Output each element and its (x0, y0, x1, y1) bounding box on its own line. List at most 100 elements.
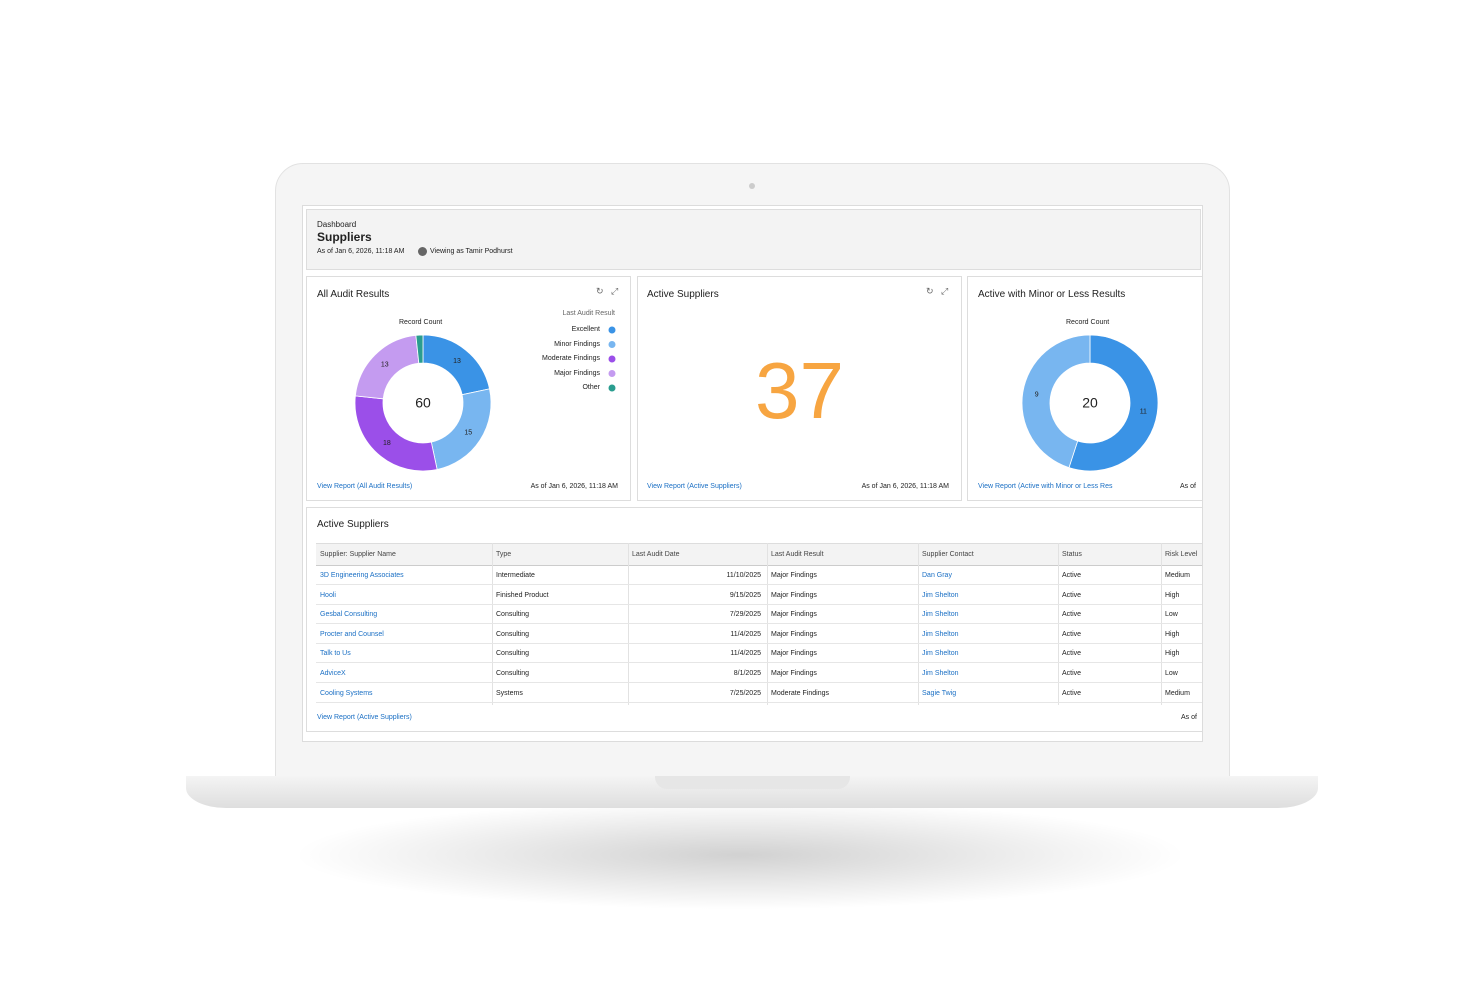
table-cell: Consulting (496, 650, 530, 658)
expand-icon[interactable]: ⤢ (941, 286, 949, 296)
donut-segment[interactable] (1068, 334, 1159, 472)
as-of: As of (1181, 714, 1197, 721)
legend-title: Last Audit Result (562, 310, 615, 317)
table-link[interactable]: Hooli (320, 591, 336, 599)
legend-dot (608, 341, 616, 348)
column-header[interactable]: Last Audit Result (771, 551, 824, 558)
segment-label: 11 (1140, 408, 1147, 415)
as-of: As of (1180, 483, 1196, 490)
table-cell: Major Findings (771, 670, 817, 677)
table-title: Active Suppliers (317, 519, 389, 530)
table-cell: Active (1062, 670, 1082, 677)
table-link[interactable]: Jim Shelton (922, 650, 959, 658)
view-report-link[interactable]: View Report (All Audit Results) (317, 483, 413, 490)
view-report-link[interactable]: View Report (Active with Minor or Less R… (978, 483, 1113, 490)
as-of: As of Jan 6, 2026, 11:18 AM (317, 248, 405, 255)
camera (749, 183, 755, 189)
metric-value: 37 (755, 346, 844, 435)
widget-title: Active Suppliers (647, 289, 719, 300)
table-cell: Active (1062, 572, 1082, 579)
refresh-icon[interactable]: ↻ (596, 286, 604, 296)
table-cell: Major Findings (771, 591, 817, 599)
table-link[interactable]: Jim Shelton (922, 591, 959, 599)
donut-segment[interactable] (430, 388, 492, 470)
legend-dot (608, 384, 616, 392)
donut-segment[interactable] (415, 334, 424, 364)
view-report-link[interactable]: View Report (Active Suppliers) (647, 483, 742, 490)
donut-segment[interactable] (1021, 334, 1091, 469)
table-cell: Major Findings (771, 650, 817, 658)
table-link[interactable]: Procter and Counsel (320, 630, 384, 638)
row-divider (316, 662, 1202, 664)
table-cell: Active (1062, 611, 1082, 619)
table-link[interactable]: Jim Shelton (922, 630, 959, 638)
table-cell: Consulting (496, 611, 530, 619)
view-report-link[interactable]: View Report (Active Suppliers) (317, 714, 412, 721)
header-panel (306, 209, 1201, 270)
row-divider (316, 642, 1202, 644)
chart-label: Record Count (399, 319, 443, 326)
table-cell: 9/15/2025 (729, 591, 761, 599)
chart-label: Record Count (1066, 319, 1110, 326)
table-link[interactable]: 3D Engineering Associates (320, 572, 404, 579)
table-cell: Active (1062, 689, 1082, 697)
table-cell: High (1165, 630, 1180, 638)
legend-dot (608, 370, 616, 377)
table-link[interactable]: Cooling Systems (320, 689, 373, 697)
table-cell: Finished Product (496, 591, 549, 599)
table-header-row (316, 543, 1202, 566)
widget-title: All Audit Results (317, 289, 390, 300)
column-header[interactable]: Risk Level (1165, 551, 1198, 558)
row-divider (316, 701, 1202, 703)
table-cell: Intermediate (496, 572, 535, 579)
legend-dot (608, 326, 616, 334)
table-link[interactable]: Talk to Us (320, 650, 351, 658)
column-header[interactable]: Type (496, 551, 512, 558)
table-link[interactable]: Dan Gray (922, 572, 952, 579)
refresh-icon[interactable]: ↻ (926, 286, 934, 296)
legend-label: Moderate Findings (542, 355, 600, 362)
table-cell: Consulting (496, 670, 530, 677)
table-cell: 7/25/2025 (729, 689, 761, 697)
legend-dot (608, 355, 616, 363)
row-divider (316, 682, 1202, 683)
table-cell: Active (1062, 591, 1082, 599)
table-cell: Active (1062, 630, 1082, 638)
table-cell: 7/29/2025 (729, 611, 761, 619)
table-link[interactable]: Jim Shelton (922, 670, 959, 677)
legend-label: Other (582, 384, 600, 391)
widget-panel (637, 276, 962, 501)
table-link[interactable]: AdviceX (320, 670, 346, 677)
column-header[interactable]: Supplier Contact (922, 551, 974, 558)
laptop-notch (655, 776, 850, 789)
segment-label: 18 (383, 440, 391, 447)
table-link[interactable]: Sagie Twig (922, 689, 957, 697)
segment-label: 13 (381, 362, 389, 369)
table-cell: Low (1165, 611, 1178, 619)
table-cell: Medium (1165, 689, 1190, 697)
info-icon[interactable] (418, 247, 427, 256)
expand-icon[interactable]: ⤢ (611, 286, 619, 296)
table-link[interactable]: Jim Shelton (922, 611, 959, 619)
charts: 13 15 18 13 60 11 9 20 (354, 326, 1159, 472)
table-cell: High (1165, 650, 1180, 658)
column-header[interactable]: Last Audit Date (632, 551, 680, 558)
table-cell: High (1165, 591, 1180, 599)
breadcrumb[interactable]: Dashboard (317, 220, 357, 229)
laptop-shadow (290, 800, 1190, 910)
as-of: As of Jan 6, 2026, 11:18 AM (861, 483, 949, 490)
segment-label: 13 (453, 358, 461, 365)
table-cell: Consulting (496, 630, 530, 638)
column-header[interactable]: Supplier: Supplier Name (320, 551, 396, 558)
column-header[interactable]: Status (1062, 551, 1082, 558)
row-divider (316, 584, 1202, 585)
segment-label: 9 (1035, 391, 1039, 398)
table-cell: 11/10/2025 (726, 572, 761, 579)
table-link[interactable]: Gesbal Consulting (320, 611, 378, 619)
table-cell: Major Findings (771, 572, 817, 579)
screen: Dashboard Suppliers As of Jan 6, 2026, 1… (302, 205, 1203, 742)
row-divider (316, 603, 1202, 605)
legend-label: Excellent (571, 326, 600, 333)
table-cell: Major Findings (771, 611, 817, 619)
